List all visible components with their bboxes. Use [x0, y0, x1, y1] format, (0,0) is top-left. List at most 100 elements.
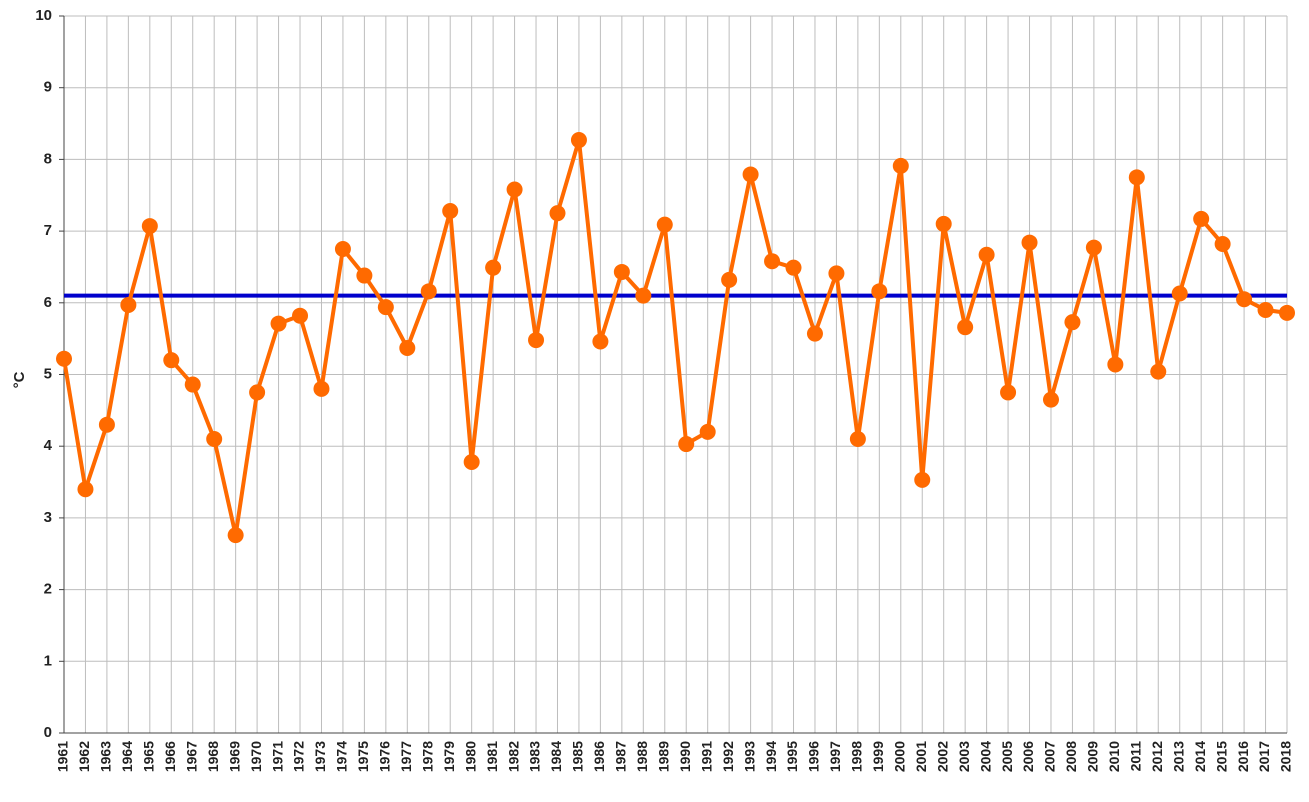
data-point [77, 481, 94, 498]
y-tick-label: 2 [44, 581, 52, 598]
data-point [785, 259, 802, 276]
x-tick-label: 1983 [527, 741, 543, 772]
x-tick-label: 1986 [591, 741, 607, 772]
data-point [549, 205, 566, 222]
x-tick-label: 2002 [934, 741, 950, 772]
x-tick-label: 1996 [806, 741, 822, 772]
data-point [1021, 234, 1038, 251]
data-point [399, 339, 416, 356]
data-point [98, 416, 115, 433]
x-tick-label: 1989 [655, 741, 671, 772]
data-point [957, 319, 974, 336]
data-point [528, 332, 545, 349]
data-point [356, 267, 373, 284]
y-tick-label: 5 [44, 365, 52, 382]
x-tick-label: 1970 [248, 741, 264, 772]
data-point [742, 166, 759, 183]
data-point [656, 216, 673, 233]
x-tick-label: 2018 [1278, 741, 1294, 772]
x-tick-label: 1964 [119, 741, 135, 772]
data-point [678, 436, 695, 453]
x-tick-label: 1965 [141, 741, 157, 772]
data-point [292, 307, 309, 324]
x-tick-label: 1982 [505, 741, 521, 772]
data-point [227, 527, 244, 544]
x-tick-label: 1984 [548, 741, 564, 772]
y-tick-label: 1 [44, 652, 52, 669]
x-tick-label: 1974 [334, 741, 350, 772]
data-point [699, 423, 716, 440]
y-tick-label: 8 [44, 150, 52, 167]
y-tick-label: 9 [44, 79, 52, 96]
x-tick-label: 1979 [441, 741, 457, 772]
data-point [184, 376, 201, 393]
data-point [721, 271, 738, 288]
x-tick-label: 2008 [1063, 741, 1079, 772]
data-point [1064, 314, 1081, 331]
data-point [914, 471, 931, 488]
x-tick-label: 1972 [291, 741, 307, 772]
x-tick-label: 1988 [634, 741, 650, 772]
data-point [570, 132, 587, 149]
x-tick-label: 1994 [763, 741, 779, 772]
x-tick-label: 2001 [913, 741, 929, 772]
x-tick-label: 1977 [398, 741, 414, 772]
x-tick-label: 1995 [784, 741, 800, 772]
x-tick-label: 2013 [1170, 741, 1186, 772]
data-point [828, 265, 845, 282]
x-tick-label: 2011 [1128, 741, 1144, 772]
x-tick-label: 2012 [1149, 741, 1165, 772]
x-tick-label: 2005 [999, 741, 1015, 772]
data-point [334, 241, 351, 258]
data-point [892, 157, 909, 174]
data-point [141, 218, 158, 235]
x-tick-label: 2004 [977, 741, 993, 772]
x-tick-label: 1992 [720, 741, 736, 772]
x-tick-label: 2014 [1192, 741, 1208, 772]
x-tick-label: 1963 [98, 741, 114, 772]
x-tick-label: 2015 [1213, 741, 1229, 772]
series-line [62, 138, 1288, 538]
x-tick-label: 1981 [484, 741, 500, 772]
data-point [206, 431, 223, 448]
data-point [871, 283, 888, 300]
y-tick-label: 3 [44, 509, 52, 526]
x-tick-label: 1967 [183, 741, 199, 772]
data-point [377, 299, 394, 316]
data-point [485, 259, 502, 276]
x-tick-label: 2000 [891, 741, 907, 772]
x-tick-label: 1997 [827, 741, 843, 772]
data-point [635, 287, 652, 304]
data-point [120, 296, 137, 313]
data-point [270, 315, 287, 332]
data-point [978, 246, 995, 263]
x-tick-label: 1961 [55, 741, 71, 772]
data-point [1193, 210, 1210, 227]
x-tick-label: 1993 [741, 741, 757, 772]
data-point [56, 350, 72, 367]
x-tick-label: 1990 [677, 741, 693, 772]
x-tick-label: 1962 [76, 741, 92, 772]
data-point [935, 215, 952, 232]
y-axis-label: °C [11, 371, 28, 388]
y-tick-label: 4 [44, 437, 53, 454]
data-point [1214, 236, 1231, 253]
data-point [849, 431, 866, 448]
x-tick-label: 1999 [870, 741, 886, 772]
data-point [1000, 384, 1017, 401]
data-point [592, 333, 609, 350]
x-tick-label: 2007 [1042, 741, 1058, 772]
data-point [420, 283, 437, 300]
x-tick-label: 2016 [1235, 741, 1251, 772]
y-tick-label: 0 [44, 724, 52, 741]
x-tick-label: 1966 [162, 741, 178, 772]
data-point [613, 263, 630, 280]
data-point [1236, 291, 1253, 308]
data-point [506, 181, 523, 198]
data-point [1107, 356, 1124, 373]
data-point [313, 380, 330, 397]
data-point [249, 384, 266, 401]
x-tick-label: 1969 [226, 741, 242, 772]
y-tick-label: 7 [44, 222, 52, 239]
